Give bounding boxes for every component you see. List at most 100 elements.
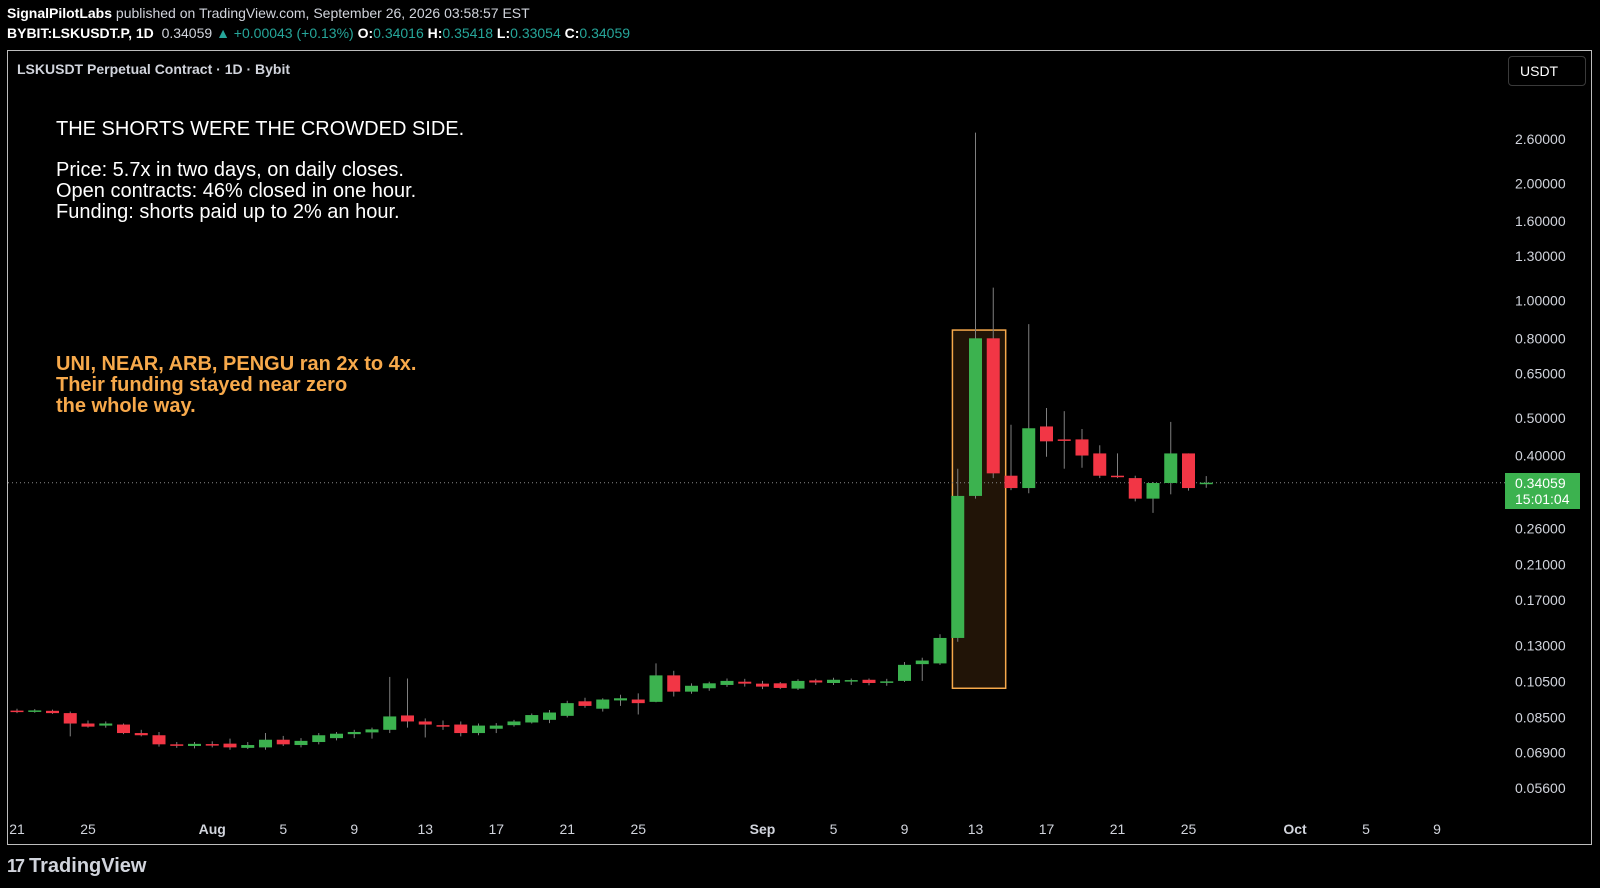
candle-up bbox=[1164, 453, 1178, 484]
candle-down bbox=[631, 699, 645, 704]
x-axis-tick-label: 17 bbox=[488, 821, 504, 837]
y-axis-tick-label: 1.00000 bbox=[1515, 293, 1566, 309]
y-axis-tick-label: 0.65000 bbox=[1515, 365, 1566, 381]
candle-up bbox=[791, 680, 805, 689]
candle-up bbox=[489, 725, 503, 729]
y-axis-tick-label: 0.08500 bbox=[1515, 709, 1566, 725]
candle-down bbox=[223, 743, 237, 748]
tradingview-logo-text: TradingView bbox=[29, 855, 147, 877]
y-axis-tick-label: 0.21000 bbox=[1515, 556, 1566, 572]
candle-up bbox=[347, 731, 361, 735]
y-axis-tick-label: 1.60000 bbox=[1515, 213, 1566, 229]
currency-button[interactable]: USDT bbox=[1508, 56, 1586, 86]
tradingview-logo[interactable]: 17 TradingView bbox=[7, 855, 146, 878]
x-axis-tick-label: 9 bbox=[350, 821, 358, 837]
y-axis-tick-label: 0.06900 bbox=[1515, 745, 1566, 761]
close-value: 0.34059 bbox=[579, 25, 631, 41]
x-axis-tick-label: 5 bbox=[279, 821, 287, 837]
candle-down bbox=[1093, 453, 1107, 476]
candle-up bbox=[525, 715, 539, 723]
candle-down bbox=[418, 721, 432, 725]
annotation-alts-line1: UNI, NEAR, ARB, PENGU ran 2x to 4x. bbox=[56, 353, 417, 375]
annotation-open-contracts: Open contracts: 46% closed in one hour. bbox=[56, 180, 417, 202]
ohlc-bar: BYBIT:LSKUSDT.P, 1D 0.34059 ▲ +0.00043 (… bbox=[7, 25, 630, 41]
high-value: 0.35418 bbox=[442, 25, 494, 41]
y-axis-tick-label: 0.10500 bbox=[1515, 674, 1566, 690]
tradingview-logo-icon: 17 bbox=[7, 856, 25, 876]
candle-down bbox=[1075, 439, 1089, 456]
x-axis-tick-label: 9 bbox=[1433, 821, 1441, 837]
candle-up bbox=[844, 680, 858, 682]
last-price: 0.34059 bbox=[161, 25, 213, 41]
candle-up bbox=[969, 338, 982, 496]
candle-down bbox=[1128, 478, 1142, 499]
y-axis-tick-label: 0.80000 bbox=[1515, 330, 1566, 346]
candle-up bbox=[915, 660, 929, 665]
y-axis-tick-label: 0.13000 bbox=[1515, 638, 1566, 654]
candle-down bbox=[63, 713, 77, 724]
y-axis-tick-label: 0.50000 bbox=[1515, 410, 1566, 426]
x-axis-tick-label: 17 bbox=[1039, 821, 1055, 837]
candle-up bbox=[702, 683, 716, 689]
candle-down bbox=[809, 680, 823, 683]
symbol-label: BYBIT:LSKUSDT.P, 1D bbox=[7, 25, 154, 41]
candle-down bbox=[667, 675, 681, 692]
candle-down bbox=[170, 744, 184, 746]
x-axis-tick-label: Sep bbox=[750, 821, 776, 837]
x-axis-tick-label: 25 bbox=[630, 821, 646, 837]
candle-up bbox=[614, 698, 627, 701]
annotation-alts-line3: the whole way. bbox=[56, 395, 196, 417]
candle-up bbox=[507, 721, 521, 726]
candle-up bbox=[596, 699, 610, 709]
candle-down bbox=[862, 679, 876, 683]
candle-up bbox=[312, 735, 326, 743]
y-axis-tick-label: 2.00000 bbox=[1515, 175, 1566, 191]
y-axis-tick-label: 0.05600 bbox=[1515, 780, 1566, 796]
candle-down bbox=[81, 723, 95, 727]
low-value: 0.33054 bbox=[510, 25, 561, 41]
candle-down bbox=[986, 338, 1000, 474]
x-axis-tick-label: 9 bbox=[901, 821, 909, 837]
chart-frame[interactable] bbox=[7, 50, 1592, 845]
candle-up bbox=[543, 712, 556, 720]
x-axis-tick-label: 25 bbox=[80, 821, 96, 837]
x-axis-tick-label: 21 bbox=[1110, 821, 1126, 837]
candle-up bbox=[685, 685, 698, 692]
annotation-headline: THE SHORTS WERE THE CROWDED SIDE. bbox=[56, 118, 465, 140]
y-axis-tick-label: 1.30000 bbox=[1515, 248, 1566, 264]
candle-up bbox=[383, 716, 397, 730]
candle-up bbox=[28, 710, 42, 712]
change-value: ▲ +0.00043 (+0.13%) bbox=[216, 25, 354, 41]
y-axis-tick-label: 0.17000 bbox=[1515, 592, 1566, 608]
candle-up bbox=[720, 680, 734, 685]
candle-up bbox=[241, 745, 255, 748]
annotation-alts-line2: Their funding stayed near zero bbox=[56, 374, 348, 396]
candle-down bbox=[738, 681, 752, 684]
candle-up bbox=[933, 637, 947, 664]
last-price-badge: 0.34059 15:01:04 bbox=[1505, 473, 1580, 509]
x-axis-tick-label: 5 bbox=[830, 821, 838, 837]
candle-down bbox=[205, 744, 219, 746]
candle-down bbox=[1111, 475, 1124, 478]
candle-up bbox=[1022, 428, 1036, 489]
x-axis-tick-label: 21 bbox=[559, 821, 575, 837]
candle-down bbox=[1004, 475, 1018, 489]
candle-down bbox=[578, 701, 592, 706]
open-label: O: bbox=[357, 25, 374, 41]
candle-down bbox=[1182, 453, 1195, 489]
candle-up bbox=[188, 743, 201, 746]
candle-up bbox=[259, 739, 272, 748]
candle-up bbox=[472, 725, 485, 734]
open-value: 0.34016 bbox=[373, 25, 424, 41]
candle-up bbox=[365, 729, 379, 733]
y-axis-tick-label: 0.26000 bbox=[1515, 520, 1566, 536]
y-axis-tick-label: 2.60000 bbox=[1515, 131, 1566, 147]
x-axis-tick-label: Oct bbox=[1283, 821, 1307, 837]
candle-up bbox=[898, 664, 911, 681]
badge-countdown: 15:01:04 bbox=[1515, 491, 1570, 507]
candle-up bbox=[294, 740, 308, 746]
annotation-funding: Funding: shorts paid up to 2% an hour. bbox=[56, 201, 400, 223]
candle-down bbox=[1057, 439, 1071, 441]
candle-down bbox=[773, 683, 787, 688]
